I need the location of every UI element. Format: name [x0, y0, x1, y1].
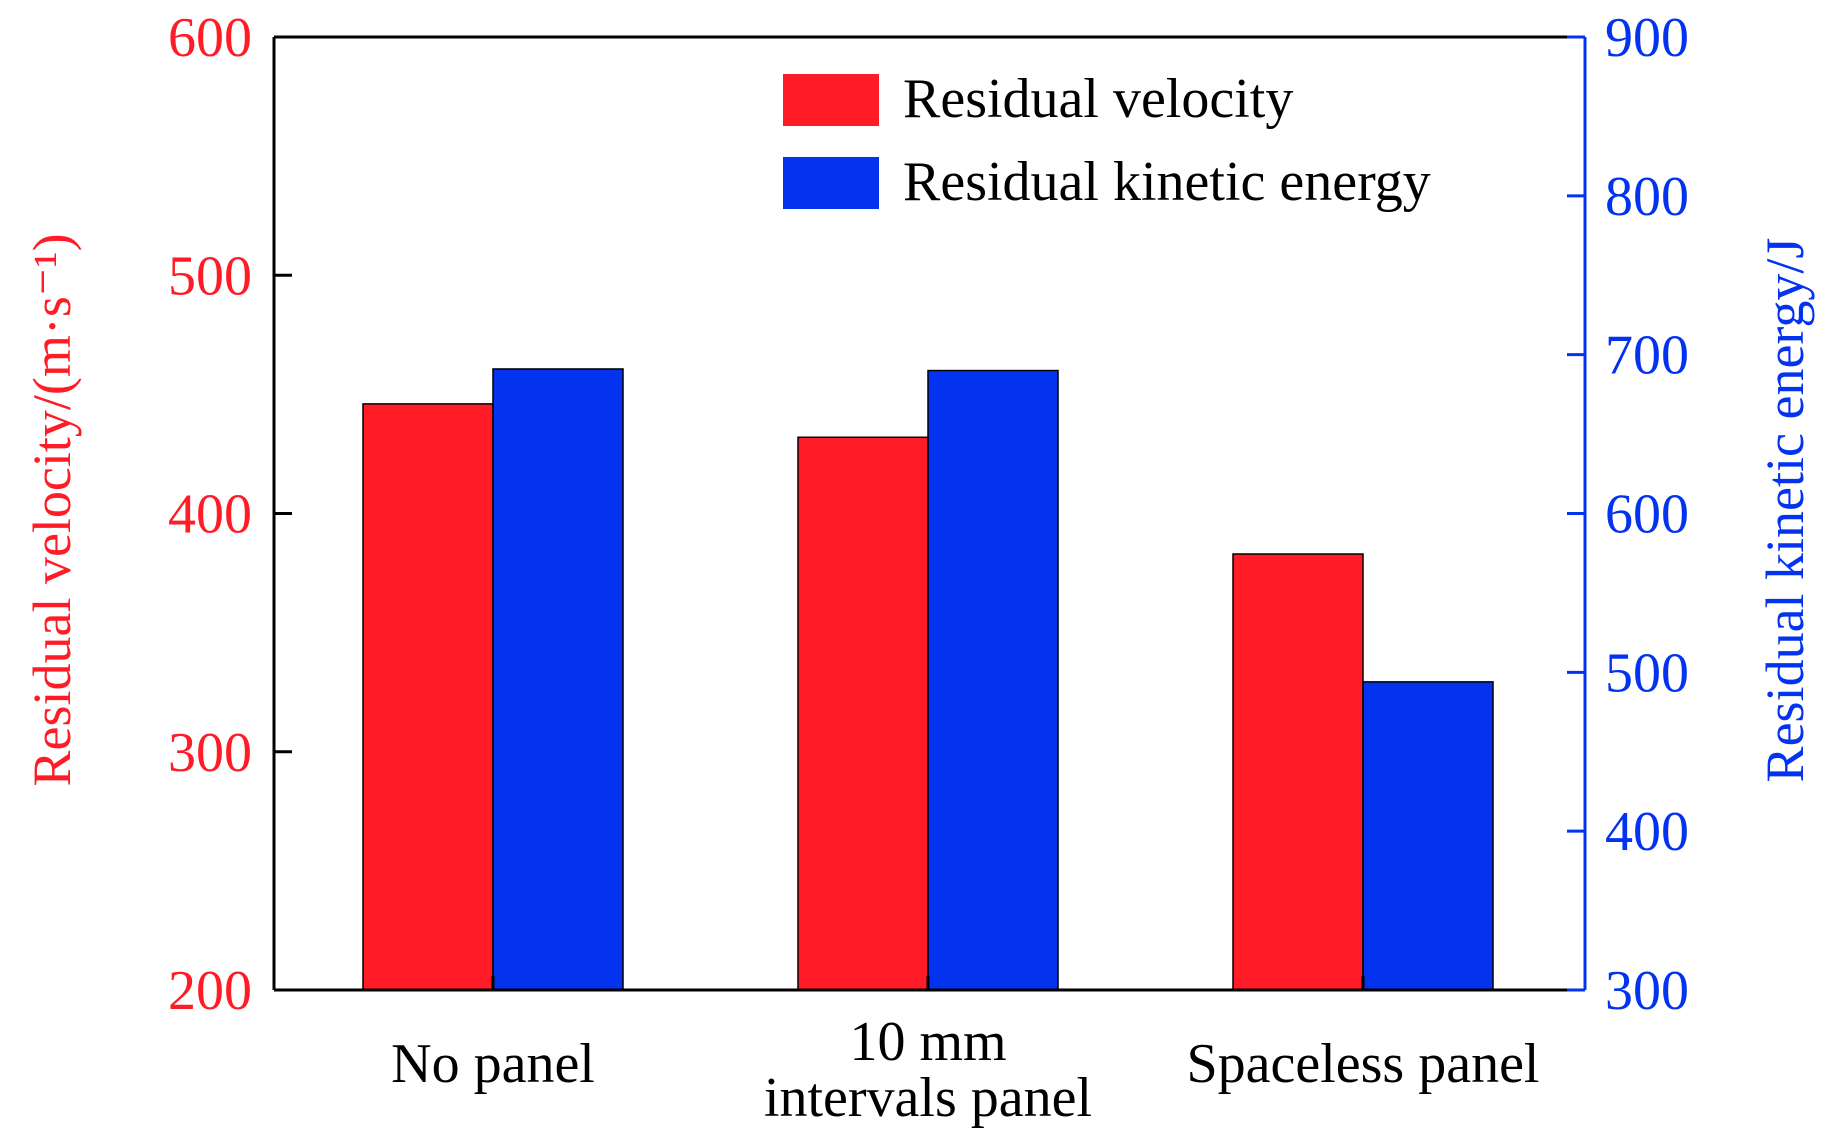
- bar-energy-2: [1362, 681, 1494, 991]
- right-axis-title: Residual kinetic energy/J: [1755, 238, 1815, 783]
- bar-energy-1: [927, 369, 1059, 991]
- legend-label-residual-kinetic-energy: Residual kinetic energy: [903, 151, 1431, 213]
- right-tick-label: 600: [1605, 484, 1689, 546]
- legend-swatch-residual-velocity: [783, 74, 879, 126]
- left-tick-label: 600: [168, 7, 252, 69]
- bar-velocity-1: [797, 436, 929, 991]
- right-tick-label: 800: [1605, 166, 1689, 228]
- left-tick-label: 200: [168, 960, 252, 1022]
- bar-energy-0: [492, 368, 624, 991]
- legend-label-residual-velocity: Residual velocity: [903, 68, 1293, 130]
- right-tick-label: 300: [1605, 960, 1689, 1022]
- category-labels: No panel 10 mm intervals panel Spaceless pa…: [391, 1011, 1539, 1129]
- left-axis-title: Residual velocity/(m·s⁻¹): [22, 233, 82, 786]
- legend-swatch-residual-kinetic-energy: [783, 157, 879, 209]
- left-tick-label: 300: [168, 722, 252, 784]
- right-axis-ticks: 300 400 500 600 700 800 900: [1567, 7, 1689, 1022]
- right-tick-label: 900: [1605, 7, 1689, 69]
- bar-velocity-0: [362, 403, 494, 991]
- right-tick-label: 400: [1605, 801, 1689, 863]
- right-tick-label: 700: [1605, 325, 1689, 387]
- category-label-0: No panel: [391, 1033, 595, 1095]
- category-label-1: 10 mm intervals panel: [764, 1011, 1092, 1129]
- left-tick-label: 500: [168, 245, 252, 307]
- bar-velocity-2: [1232, 553, 1364, 991]
- left-tick-label: 400: [168, 484, 252, 546]
- right-tick-label: 500: [1605, 642, 1689, 704]
- category-label-2: Spaceless panel: [1187, 1033, 1540, 1095]
- left-axis-ticks: 200 300 400 500 600: [168, 7, 292, 1022]
- bars-group: [362, 368, 1494, 991]
- legend: Residual velocity Residual kinetic energ…: [783, 68, 1431, 213]
